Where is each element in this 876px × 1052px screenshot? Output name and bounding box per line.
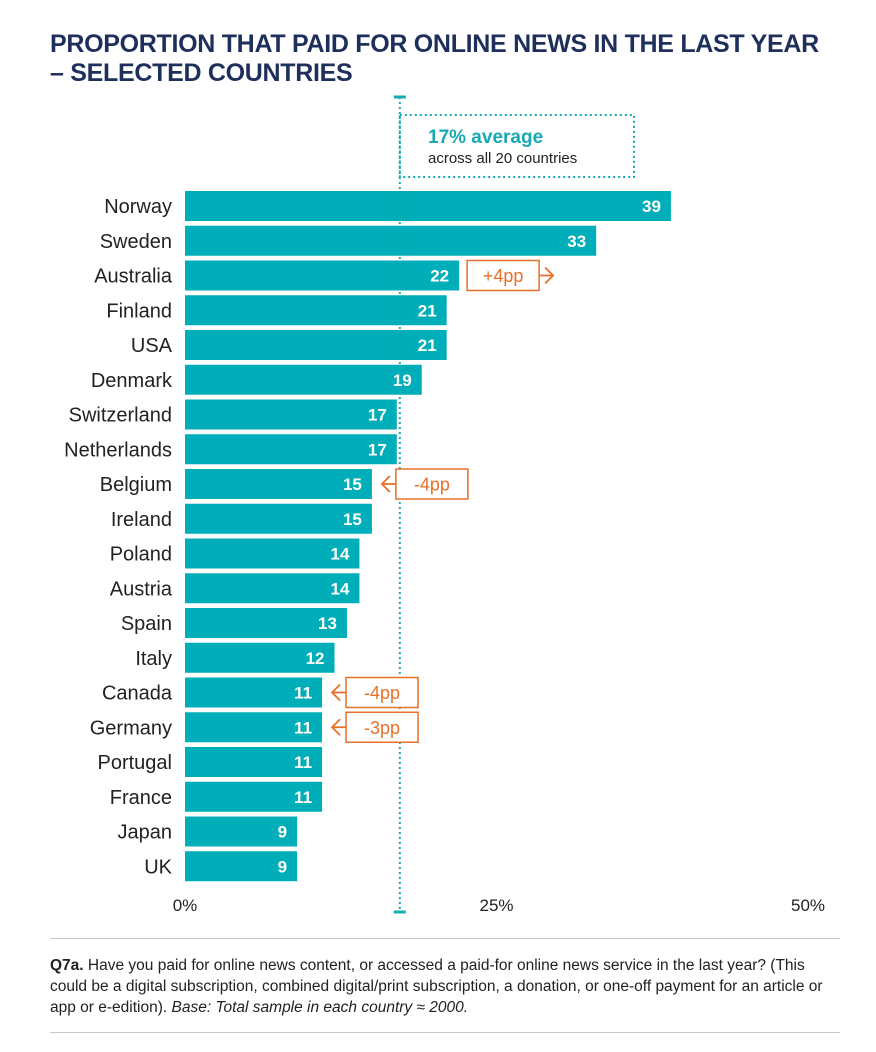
footnote: Q7a. Have you paid for online news conte… (50, 955, 840, 1018)
footnote-base-text: Base: Total sample in each country ≈ 200… (171, 999, 469, 1016)
country-label-spain: Spain (121, 613, 172, 635)
bar-belgium (185, 469, 372, 499)
country-label-australia: Australia (94, 266, 173, 288)
country-label-italy: Italy (135, 648, 172, 670)
country-label-austria: Austria (110, 578, 173, 600)
bar-spain (185, 608, 347, 638)
x-axis-ticks: 0% 25% 50% (173, 896, 825, 915)
change-annotations: +4pp -4pp -4pp -3pp (330, 259, 555, 743)
country-label-norway: Norway (104, 196, 172, 218)
x-tick-label: 25% (479, 896, 513, 915)
change-annotation-canada: -4pp (330, 676, 419, 709)
value-label-australia: 22 (430, 267, 449, 286)
bar-netherlands (185, 434, 397, 465)
bar-switzerland (185, 399, 397, 430)
change-annotation-belgium: -4pp (380, 468, 469, 500)
country-label-finland: Finland (106, 300, 172, 322)
bar-usa (185, 330, 447, 360)
change-annotation-label-germany: -3pp (364, 718, 400, 738)
value-label-germany: 11 (294, 718, 312, 737)
value-label-sweden: 33 (567, 232, 586, 251)
change-annotation-label-canada: -4pp (364, 683, 400, 703)
footnote-question-label: Q7a. (50, 957, 84, 974)
change-annotation-germany: -3pp (330, 711, 419, 743)
average-callout-box (398, 114, 635, 178)
country-label-poland: Poland (110, 544, 172, 566)
bars-layer: Norway 39 Sweden 33 Australia 22 Finland 21 USA 2… (64, 191, 671, 882)
value-label-austria: 14 (331, 579, 350, 598)
bar-australia (185, 260, 460, 291)
x-tick-label: 0% (173, 896, 198, 915)
country-label-germany: Germany (90, 717, 172, 739)
footnote-top-rule (50, 938, 840, 939)
country-label-netherlands: Netherlands (64, 439, 172, 461)
value-label-netherlands: 17 (368, 440, 387, 459)
bar-portugal (185, 747, 323, 777)
value-label-denmark: 19 (393, 371, 412, 390)
change-annotation-label-australia: +4pp (483, 266, 524, 286)
country-label-portugal: Portugal (98, 752, 173, 774)
bar-france (185, 781, 323, 812)
value-label-italy: 12 (306, 649, 325, 668)
bar-sweden (185, 225, 597, 256)
country-label-japan: Japan (118, 822, 173, 844)
country-label-ireland: Ireland (111, 509, 172, 531)
x-tick-label: 50% (791, 896, 825, 915)
bar-italy (185, 642, 335, 673)
country-label-sweden: Sweden (100, 231, 172, 253)
bar-norway (185, 191, 671, 221)
value-label-uk: 9 (278, 857, 287, 876)
bar-chart: Norway 39 Sweden 33 Australia 22 Finland 21 USA 2… (64, 95, 825, 915)
value-label-ireland: 15 (343, 510, 362, 529)
value-label-canada: 11 (294, 684, 312, 703)
country-label-belgium: Belgium (100, 474, 172, 496)
country-label-uk: UK (144, 856, 172, 878)
change-annotation-australia: +4pp (466, 259, 555, 292)
value-label-france: 11 (294, 788, 312, 807)
country-label-france: France (110, 787, 172, 809)
change-annotation-label-belgium: -4pp (414, 475, 450, 495)
footnote-question-text: Have you paid for online news content, o… (50, 957, 823, 1016)
country-label-usa: USA (131, 335, 173, 357)
value-label-japan: 9 (278, 823, 287, 842)
value-label-spain: 13 (318, 614, 337, 633)
bar-poland (185, 538, 360, 569)
value-label-portugal: 11 (294, 753, 312, 772)
country-label-denmark: Denmark (91, 370, 173, 392)
value-label-norway: 39 (642, 197, 661, 216)
value-label-belgium: 15 (343, 475, 362, 494)
chart-title-line-2: – SELECTED COUNTRIES (50, 59, 353, 87)
country-label-switzerland: Switzerland (69, 405, 172, 427)
value-label-finland: 21 (418, 301, 437, 320)
footnote-bottom-rule (50, 1032, 840, 1033)
bar-denmark (185, 364, 422, 395)
chart-title-line-1: PROPORTION THAT PAID FOR ONLINE NEWS IN … (50, 30, 819, 58)
average-annotation: 17% average across all 20 countries (393, 95, 635, 914)
bar-austria (185, 573, 360, 604)
value-label-poland: 14 (331, 545, 350, 564)
bar-canada (185, 677, 323, 708)
country-label-canada: Canada (102, 683, 173, 705)
bar-uk (185, 851, 298, 882)
chart-title: PROPORTION THAT PAID FOR ONLINE NEWS IN … (50, 30, 850, 88)
bar-ireland (185, 503, 372, 534)
bar-japan (185, 816, 298, 847)
value-label-usa: 21 (418, 336, 437, 355)
value-label-switzerland: 17 (368, 406, 387, 425)
bar-finland (185, 295, 447, 326)
bar-germany (185, 712, 323, 743)
average-value-label: 17% average (428, 127, 543, 148)
average-detail-label: across all 20 countries (428, 150, 577, 167)
